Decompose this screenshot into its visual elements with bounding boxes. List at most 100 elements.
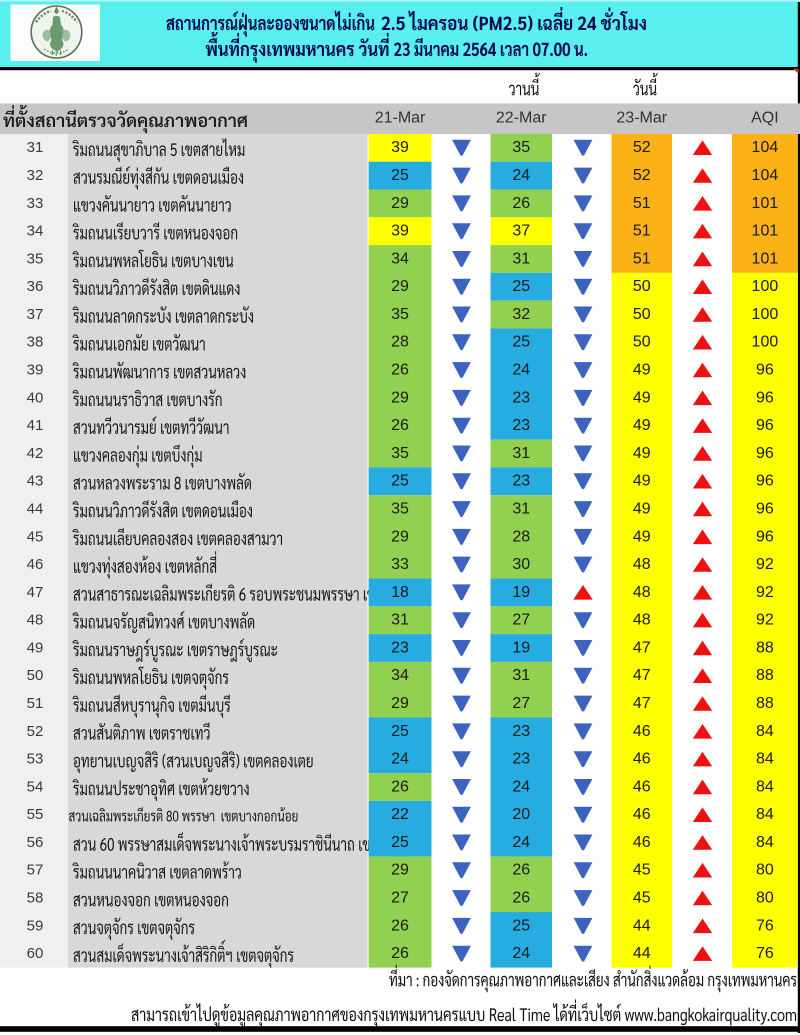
svg-text:35: 35 [391, 445, 409, 462]
svg-text:26: 26 [391, 417, 409, 434]
svg-text:19: 19 [512, 639, 530, 656]
svg-text:46: 46 [633, 751, 651, 768]
svg-text:31: 31 [512, 667, 530, 684]
svg-text:48: 48 [27, 612, 44, 629]
svg-text:39: 39 [391, 223, 409, 240]
svg-text:35: 35 [27, 250, 44, 267]
svg-text:22-Mar: 22-Mar [496, 109, 547, 126]
svg-text:101: 101 [752, 223, 779, 240]
svg-text:43: 43 [27, 473, 44, 490]
svg-text:76: 76 [756, 945, 774, 962]
svg-text:45: 45 [633, 890, 651, 907]
svg-text:96: 96 [756, 528, 774, 545]
svg-text:34: 34 [391, 667, 409, 684]
svg-text:76: 76 [756, 917, 774, 934]
svg-text:51: 51 [633, 250, 651, 267]
svg-text:54: 54 [27, 778, 44, 795]
svg-text:47: 47 [633, 639, 651, 656]
svg-text:29: 29 [391, 389, 409, 406]
svg-text:52: 52 [27, 723, 44, 740]
svg-text:100: 100 [752, 278, 779, 295]
svg-text:45: 45 [27, 528, 44, 545]
svg-text:35: 35 [512, 139, 530, 156]
svg-text:92: 92 [756, 556, 774, 573]
svg-text:49: 49 [633, 362, 651, 379]
svg-text:29: 29 [391, 195, 409, 212]
svg-text:104: 104 [752, 139, 779, 156]
svg-text:44: 44 [633, 917, 651, 934]
svg-text:31: 31 [512, 250, 530, 267]
svg-text:34: 34 [27, 223, 44, 240]
svg-text:58: 58 [27, 890, 44, 907]
svg-text:23: 23 [512, 723, 530, 740]
svg-text:44: 44 [633, 945, 651, 962]
svg-text:31: 31 [512, 445, 530, 462]
svg-text:51: 51 [27, 695, 44, 712]
svg-text:21-Mar: 21-Mar [375, 109, 426, 126]
svg-text:29: 29 [391, 278, 409, 295]
svg-text:84: 84 [756, 778, 774, 795]
svg-text:26: 26 [391, 945, 409, 962]
svg-text:51: 51 [633, 195, 651, 212]
svg-text:80: 80 [756, 862, 774, 879]
svg-text:26: 26 [391, 362, 409, 379]
svg-text:100: 100 [752, 306, 779, 323]
svg-text:25: 25 [512, 334, 530, 351]
svg-text:52: 52 [633, 139, 651, 156]
svg-text:25: 25 [391, 473, 409, 490]
svg-text:24: 24 [512, 778, 530, 795]
svg-text:36: 36 [27, 278, 44, 295]
svg-text:88: 88 [756, 639, 774, 656]
svg-text:47: 47 [27, 584, 44, 601]
svg-text:26: 26 [512, 195, 530, 212]
svg-text:24: 24 [512, 167, 530, 184]
svg-text:28: 28 [391, 334, 409, 351]
svg-text:25: 25 [512, 917, 530, 934]
svg-text:31: 31 [27, 139, 44, 156]
svg-text:84: 84 [756, 751, 774, 768]
svg-text:26: 26 [512, 890, 530, 907]
svg-text:44: 44 [27, 500, 44, 517]
svg-text:88: 88 [756, 667, 774, 684]
svg-text:33: 33 [27, 195, 44, 212]
svg-text:96: 96 [756, 445, 774, 462]
svg-text:25: 25 [391, 167, 409, 184]
svg-text:23: 23 [512, 417, 530, 434]
svg-text:57: 57 [27, 862, 44, 879]
svg-text:34: 34 [391, 250, 409, 267]
svg-text:55: 55 [27, 806, 44, 823]
svg-text:50: 50 [633, 306, 651, 323]
svg-text:96: 96 [756, 473, 774, 490]
svg-text:38: 38 [27, 334, 44, 351]
svg-text:25: 25 [391, 834, 409, 851]
svg-text:46: 46 [633, 806, 651, 823]
svg-text:46: 46 [27, 556, 44, 573]
svg-text:AQI: AQI [751, 109, 779, 126]
svg-text:48: 48 [633, 556, 651, 573]
svg-text:26: 26 [512, 862, 530, 879]
svg-text:25: 25 [512, 278, 530, 295]
svg-text:88: 88 [756, 695, 774, 712]
svg-text:20: 20 [512, 806, 530, 823]
svg-text:56: 56 [27, 834, 44, 851]
svg-text:47: 47 [633, 695, 651, 712]
svg-text:47: 47 [633, 667, 651, 684]
svg-text:51: 51 [633, 223, 651, 240]
svg-text:50: 50 [633, 278, 651, 295]
svg-text:31: 31 [512, 500, 530, 517]
svg-text:27: 27 [512, 695, 530, 712]
svg-text:100: 100 [752, 334, 779, 351]
svg-text:49: 49 [633, 417, 651, 434]
svg-text:35: 35 [391, 500, 409, 517]
svg-text:23-Mar: 23-Mar [616, 109, 667, 126]
svg-text:46: 46 [633, 778, 651, 795]
svg-text:31: 31 [391, 612, 409, 629]
svg-text:48: 48 [633, 584, 651, 601]
svg-text:23: 23 [391, 639, 409, 656]
svg-text:24: 24 [512, 945, 530, 962]
svg-text:19: 19 [512, 584, 530, 601]
svg-text:42: 42 [27, 445, 44, 462]
svg-text:28: 28 [512, 528, 530, 545]
svg-text:32: 32 [512, 306, 530, 323]
svg-text:84: 84 [756, 723, 774, 740]
